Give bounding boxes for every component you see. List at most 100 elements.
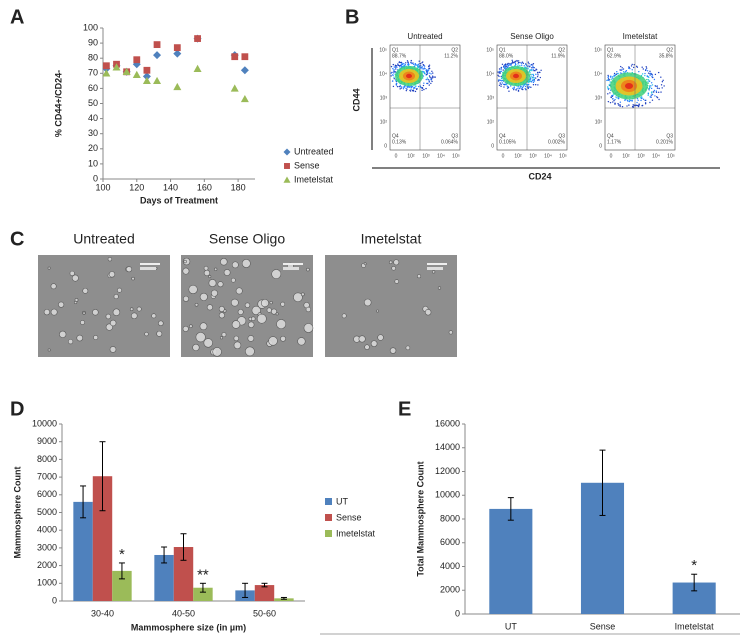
flow-event xyxy=(649,101,651,104)
flow-event xyxy=(394,66,397,69)
point xyxy=(102,69,111,77)
flow-event xyxy=(610,75,612,78)
y-tick-label: 7000 xyxy=(37,471,57,481)
cell-cluster xyxy=(151,313,157,319)
cell-cluster xyxy=(208,279,217,287)
flow-event xyxy=(650,87,653,90)
flow-event xyxy=(656,96,659,99)
flow-event xyxy=(639,97,642,99)
y-tick-label: 8000 xyxy=(440,513,460,523)
y-axis-title: Total Mammosphere Count xyxy=(415,461,425,576)
flow-event xyxy=(644,69,647,72)
flow-event xyxy=(612,98,614,100)
cell-cluster xyxy=(233,341,242,350)
flow-event xyxy=(532,79,535,81)
cell-cluster xyxy=(92,309,99,316)
flow-event xyxy=(614,103,616,105)
flow-event xyxy=(506,63,509,65)
flow-event xyxy=(647,72,650,74)
legend-label: Imetelstat xyxy=(336,528,376,538)
y-tick-label: 20 xyxy=(88,143,98,153)
flow-event xyxy=(417,85,420,88)
flow-event xyxy=(425,78,427,81)
cell-cluster xyxy=(47,266,51,270)
quadrant-name: Q2 xyxy=(558,47,565,53)
cell-cluster xyxy=(50,283,57,290)
bar xyxy=(193,587,213,601)
flow-event xyxy=(422,64,425,66)
panel-label: B xyxy=(345,6,359,28)
flow-event xyxy=(421,66,424,68)
bar xyxy=(173,547,194,601)
flow-event xyxy=(612,76,614,78)
flow-plot-frame xyxy=(496,44,568,151)
y-tick-label: 3000 xyxy=(37,542,57,552)
flow-event xyxy=(513,87,515,89)
flow-event xyxy=(511,59,513,62)
flow-x-tick: 0 xyxy=(610,153,613,159)
flow-event xyxy=(393,71,395,73)
panel-label: A xyxy=(10,6,24,28)
x-tick-label: 100 xyxy=(95,182,110,192)
flow-event xyxy=(497,71,499,73)
flow-event xyxy=(500,68,502,70)
flow-event xyxy=(537,84,539,86)
x-axis-title: Days of Treatment xyxy=(140,195,218,205)
error-bar xyxy=(242,582,249,598)
flow-event xyxy=(620,65,622,68)
cell-cluster xyxy=(217,281,224,288)
y-tick-label: 4000 xyxy=(37,525,57,535)
scale-bar-label xyxy=(427,267,443,270)
flow-event xyxy=(632,66,635,69)
error-bar xyxy=(261,582,268,588)
y-tick-label: 16000 xyxy=(435,418,460,428)
flow-event xyxy=(395,82,398,85)
flow-event xyxy=(422,61,424,63)
flow-event xyxy=(399,65,401,67)
flow-density xyxy=(406,73,412,79)
significance-mark: ** xyxy=(197,566,209,583)
flow-event xyxy=(647,81,649,83)
cell-cluster xyxy=(74,298,79,302)
cell-cluster xyxy=(199,292,208,301)
flow-event xyxy=(616,71,618,73)
flow-event xyxy=(617,97,620,100)
cell-cluster xyxy=(131,276,135,281)
flow-event xyxy=(500,67,502,69)
flow-x-tick: 10⁴ xyxy=(652,153,660,159)
flow-event xyxy=(613,75,616,77)
flow-event xyxy=(516,60,518,62)
flow-event xyxy=(607,75,610,78)
flow-event xyxy=(516,87,518,90)
flow-event xyxy=(532,68,534,71)
flow-x-tick: 0 xyxy=(395,153,398,159)
flow-event xyxy=(390,75,392,77)
flow-event xyxy=(621,69,623,71)
flow-title: Sense Oligo xyxy=(510,32,554,41)
flow-event xyxy=(502,83,505,86)
flow-event xyxy=(653,91,655,93)
flow-event xyxy=(653,78,656,81)
flow-event xyxy=(517,86,519,88)
cell-cluster xyxy=(233,335,240,342)
flow-event xyxy=(646,78,648,81)
flow-event xyxy=(395,68,397,70)
cell-cluster xyxy=(214,267,218,271)
y-tick-label: 6000 xyxy=(440,537,460,547)
flow-event xyxy=(526,86,529,88)
cell-cluster xyxy=(203,269,211,277)
cell-cluster xyxy=(437,286,442,290)
flow-event xyxy=(644,72,646,75)
flow-event xyxy=(500,70,503,72)
point xyxy=(153,41,161,49)
flow-event xyxy=(498,79,500,81)
flow-x-tick: 10⁵ xyxy=(667,153,675,159)
flow-event xyxy=(648,80,651,82)
flow-x-tick: 10² xyxy=(622,153,630,159)
flow-event xyxy=(658,98,660,101)
flow-event xyxy=(428,67,430,70)
cell-cluster xyxy=(247,335,255,342)
flow-event xyxy=(638,70,640,73)
flow-event xyxy=(517,90,520,92)
cell-cluster xyxy=(129,307,134,311)
